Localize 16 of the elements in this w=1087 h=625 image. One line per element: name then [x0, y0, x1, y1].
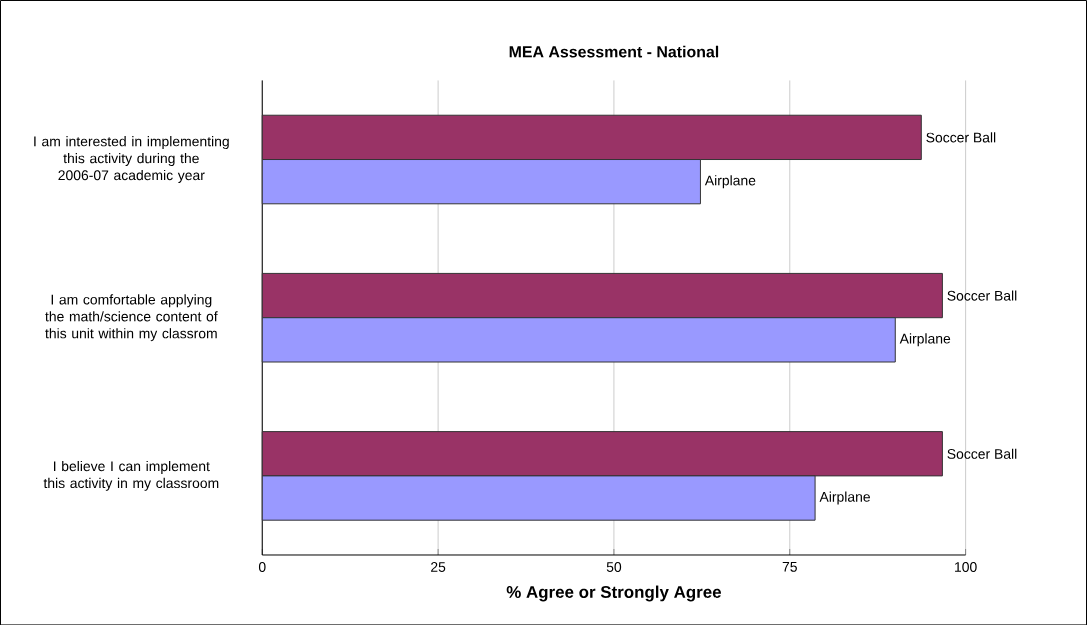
series-label: Soccer Ball: [947, 290, 1017, 301]
x-tick-label: 75: [782, 561, 797, 572]
text: Airplane: [819, 491, 870, 505]
chart-title: MEA Assessment - National: [509, 45, 719, 58]
series-label: Airplane: [704, 174, 756, 188]
x-tick-label: 100: [955, 561, 977, 572]
text: Airplane: [899, 333, 951, 347]
y-tick-label: I am comfortable applying the math/science content of this unit within my classrom: [45, 294, 218, 341]
x-tick-label: 25: [431, 561, 446, 572]
x-tick-label: 50: [606, 561, 622, 572]
y-tick-label: I am interested in implementing this activity during the 2006-07 academic year: [34, 135, 229, 183]
text: Soccer Ball: [947, 448, 1017, 459]
x-axis-title: % Agree or Strongly Agree: [506, 585, 721, 602]
y-tick-label: I believe I can implement this activity in my classroom: [43, 460, 219, 491]
text: Soccer Ball: [926, 132, 996, 143]
x-tick-label: 0: [258, 561, 266, 572]
